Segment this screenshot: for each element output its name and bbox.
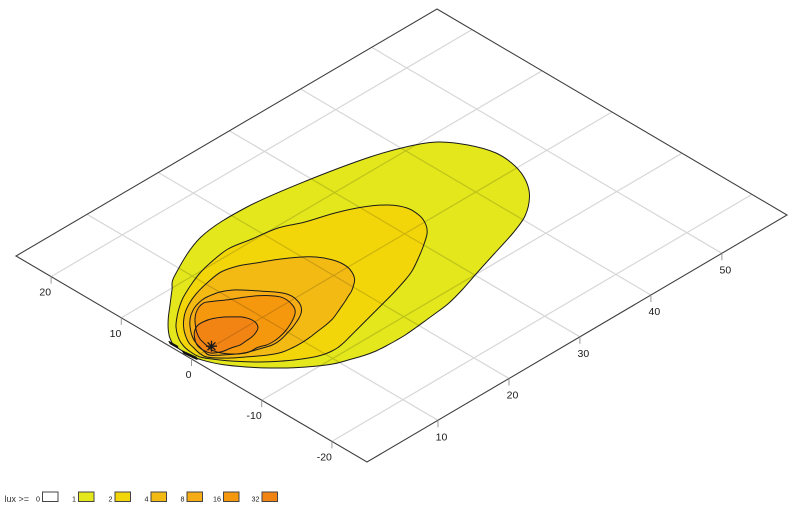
svg-text:10: 10 <box>110 328 122 340</box>
svg-text:30: 30 <box>578 348 590 360</box>
svg-text:-20: -20 <box>317 451 332 463</box>
svg-text:lux >=: lux >= <box>5 494 30 504</box>
svg-text:50: 50 <box>720 264 732 276</box>
svg-text:1: 1 <box>72 494 76 503</box>
svg-text:32: 32 <box>252 494 260 503</box>
svg-text:8: 8 <box>181 494 185 503</box>
svg-text:0: 0 <box>36 494 40 503</box>
svg-text:20: 20 <box>39 287 51 299</box>
svg-text:20: 20 <box>507 390 519 402</box>
svg-text:10: 10 <box>436 431 448 443</box>
svg-text:16: 16 <box>213 494 221 503</box>
svg-text:2: 2 <box>109 494 113 503</box>
svg-text:40: 40 <box>649 306 661 318</box>
svg-text:-10: -10 <box>247 410 262 422</box>
svg-text:4: 4 <box>145 494 149 503</box>
svg-text:0: 0 <box>186 369 192 381</box>
